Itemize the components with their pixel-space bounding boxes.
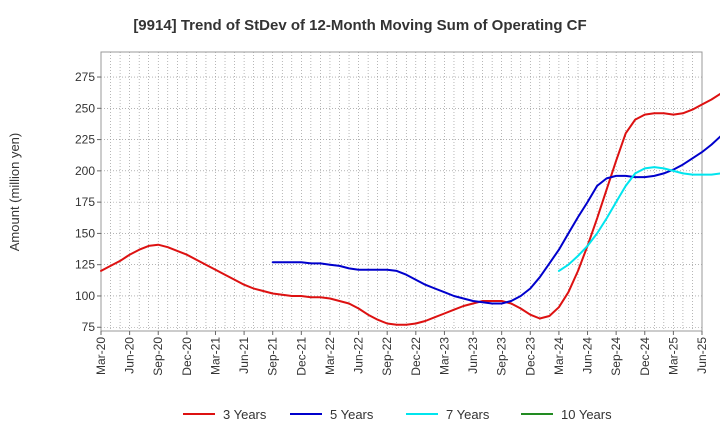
y-tick-label: 175 [75, 195, 95, 209]
x-tick-label: Sep-22 [380, 337, 394, 376]
x-tick-label: Jun-23 [466, 337, 480, 374]
x-tick-label: Jun-22 [352, 337, 366, 374]
x-tick-label: Sep-24 [609, 337, 623, 376]
x-tick-label: Sep-20 [151, 337, 165, 376]
y-tick-label: 75 [82, 320, 96, 334]
legend-label-3-years: 3 Years [223, 407, 267, 422]
y-tick-label: 100 [75, 289, 95, 303]
legend-label-5-years: 5 Years [330, 407, 374, 422]
y-axis-ticks: 75 100 125 150 175 200 225 250 275 [75, 70, 101, 334]
x-tick-label: Jun-24 [581, 337, 595, 374]
x-tick-label: Sep-23 [495, 337, 509, 376]
x-tick-label: Mar-23 [437, 337, 451, 375]
y-tick-label: 250 [75, 101, 95, 115]
legend: 3 Years 5 Years 7 Years 10 Years [183, 407, 612, 422]
x-tick-label: Jun-25 [695, 337, 709, 374]
y-tick-label: 225 [75, 133, 95, 147]
y-axis-label: Amount (million yen) [7, 133, 22, 252]
x-tick-label: Mar-22 [323, 337, 337, 375]
y-tick-label: 275 [75, 70, 95, 84]
y-tick-label: 200 [75, 164, 95, 178]
legend-label-7-years: 7 Years [446, 407, 490, 422]
y-tick-label: 125 [75, 258, 95, 272]
legend-label-10-years: 10 Years [561, 407, 612, 422]
x-tick-label: Jun-21 [237, 337, 251, 374]
x-tick-label: Dec-21 [294, 337, 308, 376]
x-axis-ticks: Mar-20 Jun-20 Sep-20 Dec-20 Mar-21 Jun-21 Sep-… [94, 331, 709, 376]
series-line-5-years [271, 135, 720, 305]
x-tick-label: Dec-22 [409, 337, 423, 376]
series-layer [100, 92, 720, 326]
x-tick-label: Mar-25 [666, 337, 680, 375]
x-tick-label: Dec-24 [638, 337, 652, 376]
grid [100, 52, 703, 331]
x-tick-label: Dec-20 [180, 337, 194, 376]
series-line-3-years [100, 92, 720, 326]
series-line-7-years [557, 166, 720, 272]
chart-title: [9914] Trend of StDev of 12-Month Moving… [133, 17, 586, 34]
x-tick-label: Sep-21 [266, 337, 280, 376]
y-tick-label: 150 [75, 226, 95, 240]
x-tick-label: Jun-20 [123, 337, 137, 374]
x-tick-label: Mar-24 [552, 337, 566, 375]
x-tick-label: Mar-21 [208, 337, 222, 375]
x-tick-label: Dec-23 [523, 337, 537, 376]
plot-frame [100, 51, 703, 332]
x-tick-label: Mar-20 [94, 337, 108, 375]
